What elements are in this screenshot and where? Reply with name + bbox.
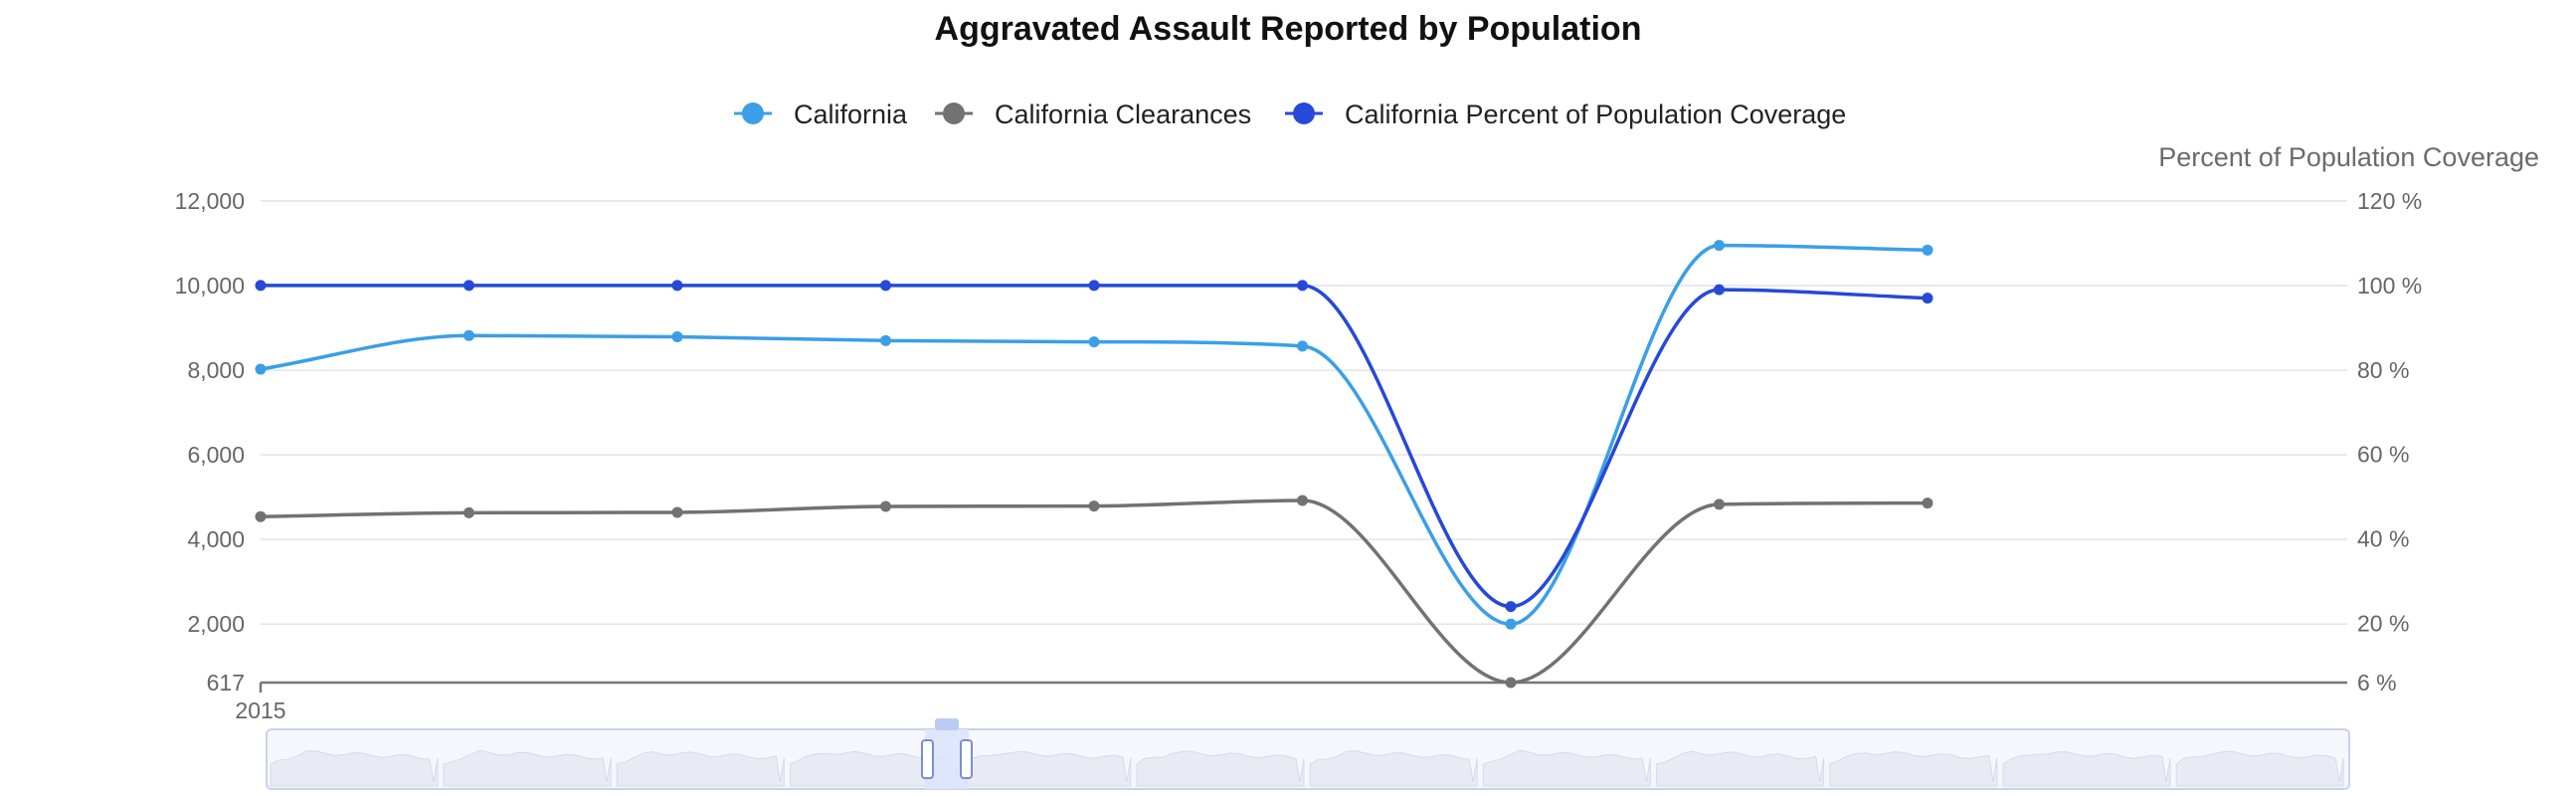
data-point[interactable] [1714, 240, 1725, 252]
right-tick-label: 100 % [2357, 273, 2422, 298]
left-tick-label: 8,000 [187, 357, 245, 383]
right-tick-label: 60 % [2357, 442, 2409, 468]
left-tick-label: 6,000 [187, 442, 245, 468]
navigator[interactable] [266, 718, 2350, 790]
data-point[interactable] [463, 506, 474, 518]
x-axis: 2015 [235, 681, 2347, 723]
navigator-preview [443, 749, 612, 787]
data-point[interactable] [463, 280, 474, 292]
right-tick-label: 80 % [2357, 357, 2409, 383]
series [255, 280, 1933, 613]
data-point[interactable] [1714, 284, 1725, 296]
navigator-preview [616, 750, 785, 787]
data-point[interactable] [1505, 601, 1517, 613]
data-point[interactable] [1922, 293, 1933, 304]
left-tick-label: 12,000 [175, 188, 245, 214]
series-line [260, 284, 1929, 609]
grid [261, 200, 2347, 625]
navigator-preview [270, 750, 439, 787]
series [255, 240, 1933, 630]
data-point[interactable] [1922, 498, 1933, 509]
legend-item[interactable]: California Percent of Population Coverag… [1285, 100, 1846, 129]
data-point[interactable] [1714, 498, 1725, 510]
legend-item[interactable]: California [734, 100, 908, 129]
data-point[interactable] [1088, 500, 1100, 512]
data-point[interactable] [880, 500, 891, 512]
navigator-preview [1656, 750, 1825, 787]
data-point[interactable] [255, 510, 267, 522]
right-axis: 6 % 20 % 40 % 60 % 80 % 100 % 120 % [2357, 188, 2422, 696]
series-line [260, 498, 1929, 685]
navigator-preview [1829, 751, 1998, 787]
left-tick-label: 10,000 [175, 273, 245, 298]
right-tick-label: 40 % [2357, 526, 2409, 552]
navigator-grip[interactable] [935, 718, 959, 730]
data-point[interactable] [1922, 244, 1933, 256]
data-point[interactable] [463, 329, 474, 341]
legend: California California Clearances Californi… [734, 100, 1846, 129]
legend-marker [742, 102, 764, 124]
right-tick-label: 120 % [2357, 188, 2422, 214]
navigator-preview [2175, 750, 2344, 787]
data-point[interactable] [255, 363, 267, 375]
left-tick-label: 617 [207, 670, 245, 696]
navigator-handle-right[interactable] [960, 739, 973, 779]
x-tick-label: 2015 [235, 697, 285, 723]
legend-marker [943, 102, 965, 124]
left-axis: 617 2,000 4,000 6,000 8,000 10,000 12,000 [175, 188, 245, 696]
data-point[interactable] [1088, 336, 1100, 348]
right-tick-label: 6 % [2357, 670, 2397, 696]
data-point[interactable] [1297, 280, 1308, 292]
data-point[interactable] [1088, 280, 1100, 292]
series-line [260, 243, 1929, 626]
left-tick-label: 2,000 [187, 611, 245, 637]
series-group [255, 240, 1933, 689]
right-tick-label: 20 % [2357, 611, 2409, 637]
left-tick-label: 4,000 [187, 526, 245, 552]
data-point[interactable] [671, 280, 683, 292]
data-point[interactable] [880, 280, 891, 292]
data-point[interactable] [1505, 618, 1517, 630]
navigator-track [266, 728, 2350, 790]
navigator-preview [1482, 749, 1651, 787]
legend-label: California [794, 100, 908, 129]
data-point[interactable] [1297, 340, 1308, 352]
navigator-preview [1136, 750, 1305, 787]
legend-label: California Percent of Population Coverag… [1345, 100, 1846, 129]
right-axis-title: Percent of Population Coverage [2158, 142, 2539, 172]
legend-label: California Clearances [995, 100, 1251, 129]
navigator-handle-left[interactable] [921, 739, 934, 779]
data-point[interactable] [1505, 677, 1517, 689]
legend-marker [1293, 102, 1315, 124]
series [255, 495, 1933, 689]
chart-title: Aggravated Assault Reported by Populatio… [935, 10, 1642, 48]
navigator-preview [963, 750, 1132, 787]
data-point[interactable] [880, 334, 891, 346]
navigator-preview [2002, 751, 2171, 787]
legend-item[interactable]: California Clearances [935, 100, 1251, 129]
navigator-preview [1309, 750, 1478, 787]
data-point[interactable] [671, 506, 683, 518]
data-point[interactable] [255, 280, 267, 292]
data-point[interactable] [671, 330, 683, 342]
data-point[interactable] [1297, 495, 1308, 506]
